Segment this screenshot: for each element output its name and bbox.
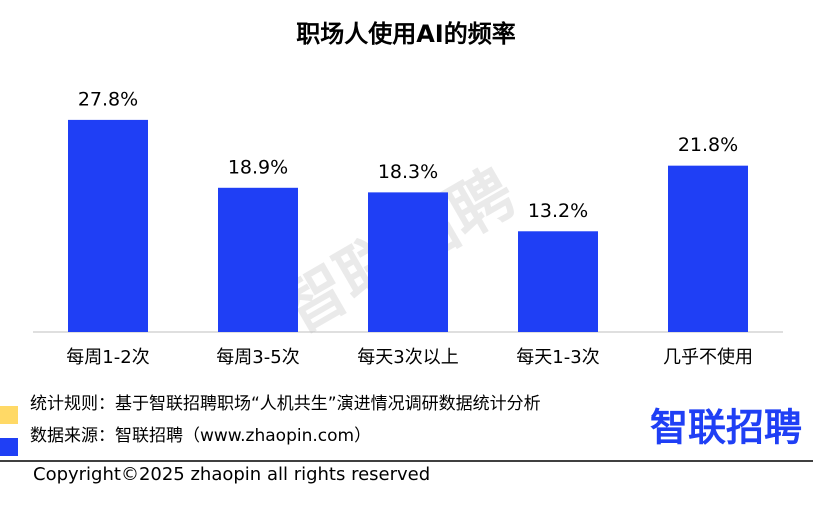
bar (68, 119, 148, 332)
logo: 智联招聘 (650, 406, 802, 450)
bar (668, 165, 748, 332)
x-tick-label: 每周3-5次 (216, 347, 299, 368)
note-swatch (0, 406, 18, 424)
bar (518, 231, 598, 332)
value-label: 13.2% (528, 200, 588, 222)
note: 统计规则：基于智联招聘职场“人机共生”演进情况调研数据统计分析 (30, 394, 541, 414)
note-swatch (0, 438, 18, 456)
bar (368, 192, 448, 332)
value-label: 18.3% (378, 161, 438, 183)
bar (218, 187, 298, 332)
x-tick-label: 几乎不使用 (663, 347, 753, 368)
value-label: 18.9% (228, 156, 288, 178)
x-tick-label: 每天3次以上 (357, 347, 458, 368)
x-tick-label: 每天1-3次 (516, 347, 599, 368)
value-label: 21.8% (678, 134, 738, 156)
note: 数据来源：智联招聘（www.zhaopin.com） (30, 426, 371, 446)
chart-title: 职场人使用AI的频率 (296, 20, 516, 48)
copyright: Copyright©2025 zhaopin all rights reserv… (33, 464, 430, 485)
value-label: 27.8% (78, 88, 138, 110)
x-tick-label: 每周1-2次 (66, 347, 149, 368)
